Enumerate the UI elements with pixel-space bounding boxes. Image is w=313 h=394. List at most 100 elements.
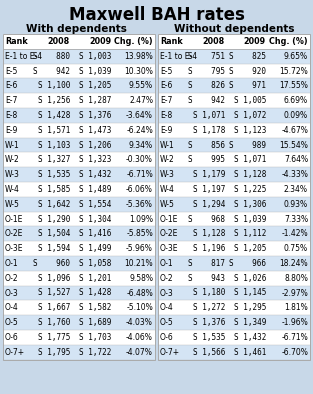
Bar bbox=[158, 138, 310, 152]
Bar bbox=[158, 34, 310, 360]
Text: S 1,290: S 1,290 bbox=[38, 214, 70, 223]
Text: -5.10%: -5.10% bbox=[126, 303, 153, 312]
Text: S 1,323: S 1,323 bbox=[79, 155, 111, 164]
Text: S 1,178: S 1,178 bbox=[192, 126, 225, 135]
Bar bbox=[158, 197, 310, 212]
Text: 0.93%: 0.93% bbox=[284, 200, 308, 209]
Text: -6.70%: -6.70% bbox=[281, 348, 308, 357]
Text: S 1,039: S 1,039 bbox=[233, 214, 266, 223]
Text: S 1,489: S 1,489 bbox=[79, 185, 111, 194]
Text: O-1E: O-1E bbox=[5, 214, 23, 223]
Text: S 1,585: S 1,585 bbox=[38, 185, 70, 194]
Text: O-4: O-4 bbox=[5, 303, 19, 312]
Text: S 1,795: S 1,795 bbox=[38, 348, 70, 357]
Text: -4.33%: -4.33% bbox=[281, 170, 308, 179]
Text: S 1,003: S 1,003 bbox=[79, 52, 111, 61]
Text: O-7+: O-7+ bbox=[5, 348, 25, 357]
Text: S    817: S 817 bbox=[188, 259, 225, 268]
Text: With dependents: With dependents bbox=[26, 24, 126, 34]
Text: S 1,349: S 1,349 bbox=[233, 318, 266, 327]
Text: S 1,594: S 1,594 bbox=[38, 244, 70, 253]
Text: 15.72%: 15.72% bbox=[279, 67, 308, 76]
Text: -5.85%: -5.85% bbox=[126, 229, 153, 238]
Text: S 1,072: S 1,072 bbox=[233, 111, 266, 120]
Text: S 1,128: S 1,128 bbox=[192, 229, 225, 238]
Text: S 1,294: S 1,294 bbox=[192, 200, 225, 209]
Text: 10.30%: 10.30% bbox=[124, 67, 153, 76]
Text: O-7+: O-7+ bbox=[160, 348, 180, 357]
Text: W-1: W-1 bbox=[5, 141, 20, 149]
Text: S    960: S 960 bbox=[33, 259, 70, 268]
Bar bbox=[158, 256, 310, 271]
Text: 2.34%: 2.34% bbox=[284, 185, 308, 194]
Text: S    968: S 968 bbox=[188, 214, 225, 223]
Text: -6.24%: -6.24% bbox=[126, 126, 153, 135]
Text: S 1,304: S 1,304 bbox=[79, 214, 111, 223]
Bar bbox=[3, 167, 155, 182]
Text: E-5: E-5 bbox=[160, 67, 172, 76]
Bar bbox=[3, 256, 155, 271]
Text: S 1,554: S 1,554 bbox=[79, 200, 111, 209]
Text: E-7: E-7 bbox=[160, 96, 172, 105]
Text: S 1,327: S 1,327 bbox=[38, 155, 70, 164]
Text: S 1,287: S 1,287 bbox=[79, 96, 111, 105]
Text: S 1,179: S 1,179 bbox=[192, 170, 225, 179]
Text: -6.48%: -6.48% bbox=[126, 288, 153, 297]
Text: 10.21%: 10.21% bbox=[124, 259, 153, 268]
Text: E-1 to E-4: E-1 to E-4 bbox=[5, 52, 42, 61]
Text: E-6: E-6 bbox=[160, 81, 172, 90]
Text: E-9: E-9 bbox=[5, 126, 18, 135]
Text: O-2: O-2 bbox=[5, 274, 19, 283]
Text: Chg. (%): Chg. (%) bbox=[269, 37, 308, 46]
Text: 17.55%: 17.55% bbox=[279, 81, 308, 90]
Text: S 1,128: S 1,128 bbox=[233, 170, 266, 179]
Text: O-3: O-3 bbox=[5, 288, 19, 297]
Bar bbox=[158, 315, 310, 330]
Text: S 1,571: S 1,571 bbox=[38, 126, 70, 135]
Text: 13.98%: 13.98% bbox=[124, 52, 153, 61]
Text: 1.81%: 1.81% bbox=[284, 303, 308, 312]
Bar bbox=[158, 49, 310, 63]
Text: 2.47%: 2.47% bbox=[129, 96, 153, 105]
Text: -1.96%: -1.96% bbox=[281, 318, 308, 327]
Text: E-8: E-8 bbox=[160, 111, 172, 120]
Text: S 1,096: S 1,096 bbox=[38, 274, 70, 283]
Text: W-2: W-2 bbox=[5, 155, 20, 164]
Bar bbox=[3, 34, 155, 360]
Text: O-1E: O-1E bbox=[160, 214, 178, 223]
Text: W-3: W-3 bbox=[160, 170, 175, 179]
Text: O-2E: O-2E bbox=[160, 229, 178, 238]
Bar bbox=[158, 167, 310, 182]
Text: O-3: O-3 bbox=[160, 288, 174, 297]
Text: S 1,205: S 1,205 bbox=[79, 81, 111, 90]
Text: S 1,775: S 1,775 bbox=[38, 333, 70, 342]
Text: -4.06%: -4.06% bbox=[126, 333, 153, 342]
Text: W-5: W-5 bbox=[5, 200, 20, 209]
Bar bbox=[3, 315, 155, 330]
Text: Chg. (%): Chg. (%) bbox=[114, 37, 153, 46]
Bar bbox=[158, 34, 310, 360]
Text: -3.64%: -3.64% bbox=[126, 111, 153, 120]
Text: -4.07%: -4.07% bbox=[126, 348, 153, 357]
Text: S    971: S 971 bbox=[229, 81, 266, 90]
Text: S 1,527: S 1,527 bbox=[38, 288, 70, 297]
Text: S 1,306: S 1,306 bbox=[233, 200, 266, 209]
Text: S 1,703: S 1,703 bbox=[79, 333, 111, 342]
Text: -6.71%: -6.71% bbox=[126, 170, 153, 179]
Text: S 1,722: S 1,722 bbox=[79, 348, 111, 357]
Text: S 1,058: S 1,058 bbox=[79, 259, 111, 268]
Text: E-1 to E-4: E-1 to E-4 bbox=[160, 52, 197, 61]
Text: W-2: W-2 bbox=[160, 155, 175, 164]
Text: S 1,071: S 1,071 bbox=[192, 111, 225, 120]
Text: W-3: W-3 bbox=[5, 170, 20, 179]
Text: -2.97%: -2.97% bbox=[281, 288, 308, 297]
Bar bbox=[3, 34, 155, 360]
Text: S    751: S 751 bbox=[188, 52, 225, 61]
Text: S 1,112: S 1,112 bbox=[233, 229, 266, 238]
Text: S    825: S 825 bbox=[229, 52, 266, 61]
Text: W-4: W-4 bbox=[5, 185, 20, 194]
Text: S 1,071: S 1,071 bbox=[233, 155, 266, 164]
Text: S    942: S 942 bbox=[188, 96, 225, 105]
Text: 18.24%: 18.24% bbox=[280, 259, 308, 268]
Text: S 1,461: S 1,461 bbox=[233, 348, 266, 357]
